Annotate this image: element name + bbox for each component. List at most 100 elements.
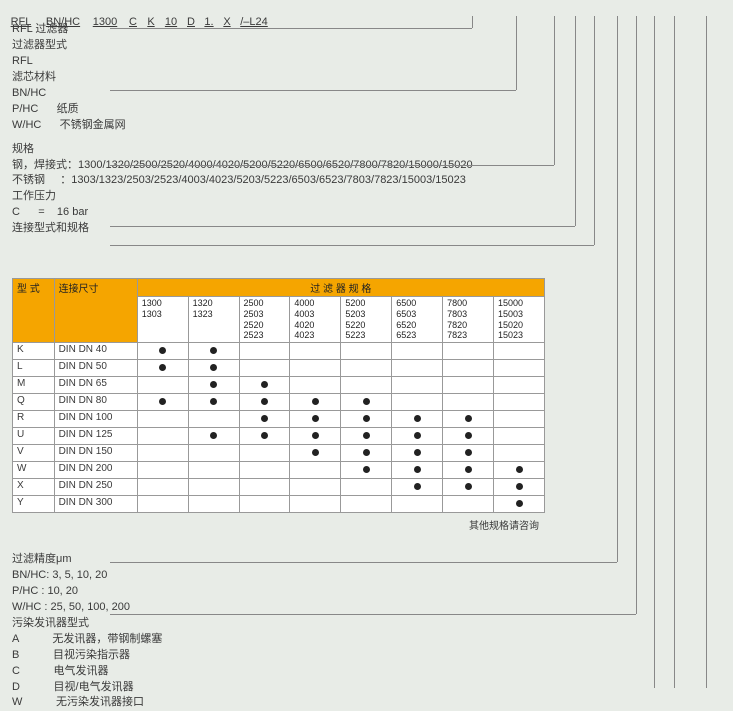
cell-dot [443, 445, 494, 462]
cell-dot [290, 479, 341, 496]
cell-dot [239, 479, 290, 496]
dot-icon [414, 432, 421, 439]
cell-dot [188, 377, 239, 394]
precision-line: BN/HC: 3, 5, 10, 20 [12, 568, 572, 584]
th-spec: 过 滤 器 规 格 [137, 279, 544, 297]
dot-icon [414, 466, 421, 473]
dot-icon [465, 466, 472, 473]
cell-dot [494, 411, 545, 428]
cell-dot [239, 445, 290, 462]
cell-dot [494, 377, 545, 394]
cell-conn: DIN DN 150 [54, 445, 137, 462]
table-row: MDIN DN 65 [13, 377, 545, 394]
material-line: P/HC 纸质 [12, 102, 572, 118]
cell-dot [392, 479, 443, 496]
precision-label: 过滤精度μm [12, 552, 572, 568]
cell-conn: DIN DN 125 [54, 428, 137, 445]
dot-icon [516, 500, 523, 507]
cell-dot [341, 479, 392, 496]
top-text-block: RFL 过滤器 过滤器型式 RFL 滤芯材料 BN/HC P/HC 纸质W/HC… [12, 22, 572, 237]
cell-dot [443, 360, 494, 377]
th-spec-sub: 5200520352205223 [341, 297, 392, 343]
cell-dot [341, 343, 392, 360]
pollute-line: D 目视/电气发讯器 [12, 680, 572, 696]
cell-conn: DIN DN 50 [54, 360, 137, 377]
cell-dot [290, 496, 341, 513]
cell-dot [137, 360, 188, 377]
dot-icon [210, 398, 217, 405]
cell-type: R [13, 411, 55, 428]
cell-dot [341, 428, 392, 445]
cell-dot [188, 411, 239, 428]
spec-table: 型 式 连接尺寸 过 滤 器 规 格 130013031320132325002… [12, 278, 545, 513]
dot-icon [261, 432, 268, 439]
dot-icon [363, 432, 370, 439]
cell-dot [494, 343, 545, 360]
cell-dot [137, 394, 188, 411]
cell-dot [443, 377, 494, 394]
dot-icon [312, 415, 319, 422]
cell-dot [239, 343, 290, 360]
table-row: WDIN DN 200 [13, 462, 545, 479]
cell-dot [137, 479, 188, 496]
cell-dot [137, 462, 188, 479]
cell-conn: DIN DN 80 [54, 394, 137, 411]
cell-conn: DIN DN 200 [54, 462, 137, 479]
pollute-line: B 目视污染指示器 [12, 648, 572, 664]
cell-type: W [13, 462, 55, 479]
cell-conn: DIN DN 100 [54, 411, 137, 428]
filter-type-label: 过滤器型式 [12, 38, 572, 54]
pollute-line: C 电气发讯器 [12, 664, 572, 680]
cell-dot [341, 462, 392, 479]
cell-dot [239, 496, 290, 513]
dot-icon [414, 483, 421, 490]
dot-icon [159, 347, 166, 354]
th-spec-sub: 6500650365206523 [392, 297, 443, 343]
table-note: 其他规格请咨询 [12, 513, 545, 532]
cell-dot [239, 377, 290, 394]
dot-icon [312, 432, 319, 439]
table-row: QDIN DN 80 [13, 394, 545, 411]
cell-conn: DIN DN 300 [54, 496, 137, 513]
cell-dot [494, 360, 545, 377]
pressure-label: 工作压力 [12, 189, 572, 205]
cell-dot [341, 445, 392, 462]
th-spec-sub: 4000400340204023 [290, 297, 341, 343]
cell-dot [188, 360, 239, 377]
th-spec-sub: 2500250325202523 [239, 297, 290, 343]
cell-dot [137, 343, 188, 360]
cell-dot [341, 496, 392, 513]
cell-dot [290, 343, 341, 360]
cell-conn: DIN DN 250 [54, 479, 137, 496]
cell-dot [188, 343, 239, 360]
pollute-line: A 无发讯器，带钢制螺塞 [12, 632, 572, 648]
cell-dot [341, 394, 392, 411]
cell-type: V [13, 445, 55, 462]
dot-icon [210, 381, 217, 388]
cell-dot [443, 394, 494, 411]
cell-dot [341, 377, 392, 394]
cell-dot [443, 343, 494, 360]
cell-dot [494, 428, 545, 445]
dot-icon [210, 432, 217, 439]
cell-dot [392, 496, 443, 513]
cell-dot [392, 394, 443, 411]
dot-icon [516, 466, 523, 473]
cell-dot [137, 377, 188, 394]
cell-conn: DIN DN 40 [54, 343, 137, 360]
cell-dot [494, 496, 545, 513]
cell-dot [137, 411, 188, 428]
dot-icon [516, 483, 523, 490]
cell-dot [239, 411, 290, 428]
cell-dot [443, 428, 494, 445]
cell-dot [443, 496, 494, 513]
th-conn: 连接尺寸 [54, 279, 137, 343]
cell-dot [188, 462, 239, 479]
dot-icon [414, 449, 421, 456]
cell-dot [137, 445, 188, 462]
cell-dot [239, 462, 290, 479]
stainless-line: 不锈钢 ：1303/1323/2503/2523/4003/4023/5203/… [12, 173, 572, 189]
cell-dot [188, 496, 239, 513]
pollute-line: W 无污染发讯器接口 [12, 695, 572, 711]
th-spec-sub: 7800780378207823 [443, 297, 494, 343]
